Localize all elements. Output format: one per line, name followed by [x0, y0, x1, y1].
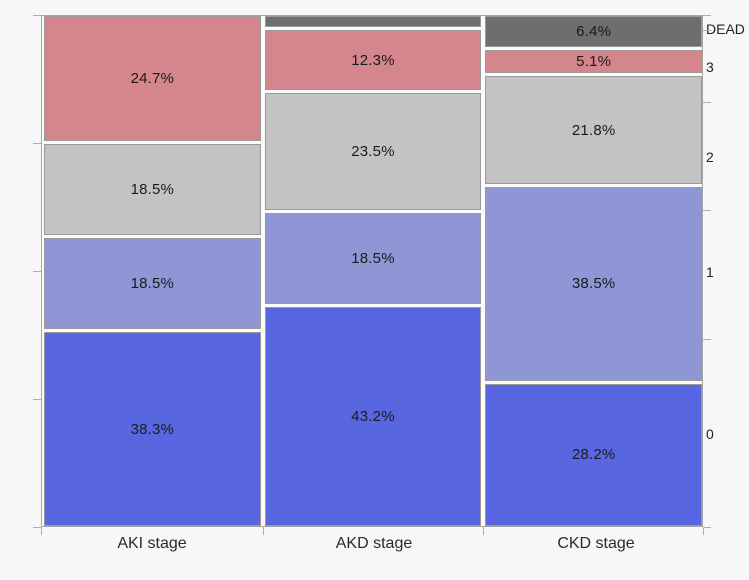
mosaic-segment-akd-dead[interactable]	[264, 16, 482, 28]
segment-value-label: 38.3%	[130, 420, 175, 438]
left-axis-tick	[33, 142, 41, 144]
mosaic-segment-akd-2[interactable]: 23.5%	[264, 93, 482, 210]
mosaic-segment-aki-0[interactable]: 38.3%	[44, 332, 261, 526]
segment-value-label: 43.2%	[351, 408, 395, 426]
mosaic-segment-aki-3[interactable]: 24.7%	[44, 16, 261, 141]
right-axis-tick	[703, 339, 711, 341]
mosaic-segment-ckd-1[interactable]: 38.5%	[485, 187, 703, 381]
right-axis-label-dead: DEAD	[706, 21, 745, 37]
segment-value-label: 5.1%	[576, 53, 612, 71]
segment-value-label: 23.5%	[351, 142, 395, 160]
segment-value-label: 18.5%	[351, 249, 395, 267]
segment-value-label: 38.5%	[571, 275, 616, 293]
segment-value-label: 21.8%	[571, 121, 616, 139]
plot-area: 24.7% 18.5% 18.5% 38.3% 12.3% 23.5% 18.5% 43.2%…	[41, 15, 703, 527]
bottom-axis-tick	[262, 527, 264, 535]
segment-value-label: 12.3%	[351, 51, 395, 69]
mosaic-segment-ckd-dead[interactable]: 6.4%	[485, 16, 703, 48]
bottom-axis-tick	[483, 527, 485, 535]
left-axis-tick	[33, 526, 41, 528]
x-axis-label-akd: AKD stage	[335, 535, 413, 552]
mosaic-segment-akd-3[interactable]: 12.3%	[264, 30, 482, 90]
right-axis-tick	[703, 14, 711, 16]
right-axis-tick	[703, 210, 711, 212]
right-axis-tick	[703, 526, 711, 528]
mosaic-segment-ckd-0[interactable]: 28.2%	[485, 383, 703, 526]
left-axis-tick	[33, 398, 41, 400]
segment-value-label: 18.5%	[130, 180, 175, 198]
bottom-axis-tick	[41, 527, 42, 535]
right-axis-tick	[703, 101, 711, 103]
right-axis-tick	[703, 29, 711, 31]
x-axis-label-ckd: CKD stage	[557, 535, 635, 552]
segment-value-label: 28.2%	[571, 446, 616, 464]
mosaic-segment-ckd-2[interactable]: 21.8%	[485, 76, 703, 185]
left-axis-tick	[33, 14, 41, 16]
right-axis-label-3: 3	[706, 59, 714, 75]
mosaic-segment-aki-2[interactable]: 18.5%	[44, 143, 261, 235]
mosaic-segment-akd-0[interactable]: 43.2%	[264, 307, 482, 526]
mosaic-segment-ckd-3[interactable]: 5.1%	[485, 50, 703, 74]
segment-value-label: 6.4%	[576, 23, 612, 41]
left-axis-tick	[33, 270, 41, 272]
segment-value-label: 18.5%	[130, 274, 175, 292]
right-axis-label-0: 0	[706, 426, 714, 442]
right-axis-label-2: 2	[706, 149, 714, 165]
segment-value-label: 24.7%	[130, 69, 175, 87]
mosaic-segment-akd-1[interactable]: 18.5%	[264, 212, 482, 305]
mosaic-segment-aki-1[interactable]: 18.5%	[44, 237, 261, 330]
bottom-axis-tick	[703, 527, 704, 535]
x-axis-label-aki: AKI stage	[117, 535, 187, 552]
right-axis-label-1: 1	[706, 264, 714, 280]
